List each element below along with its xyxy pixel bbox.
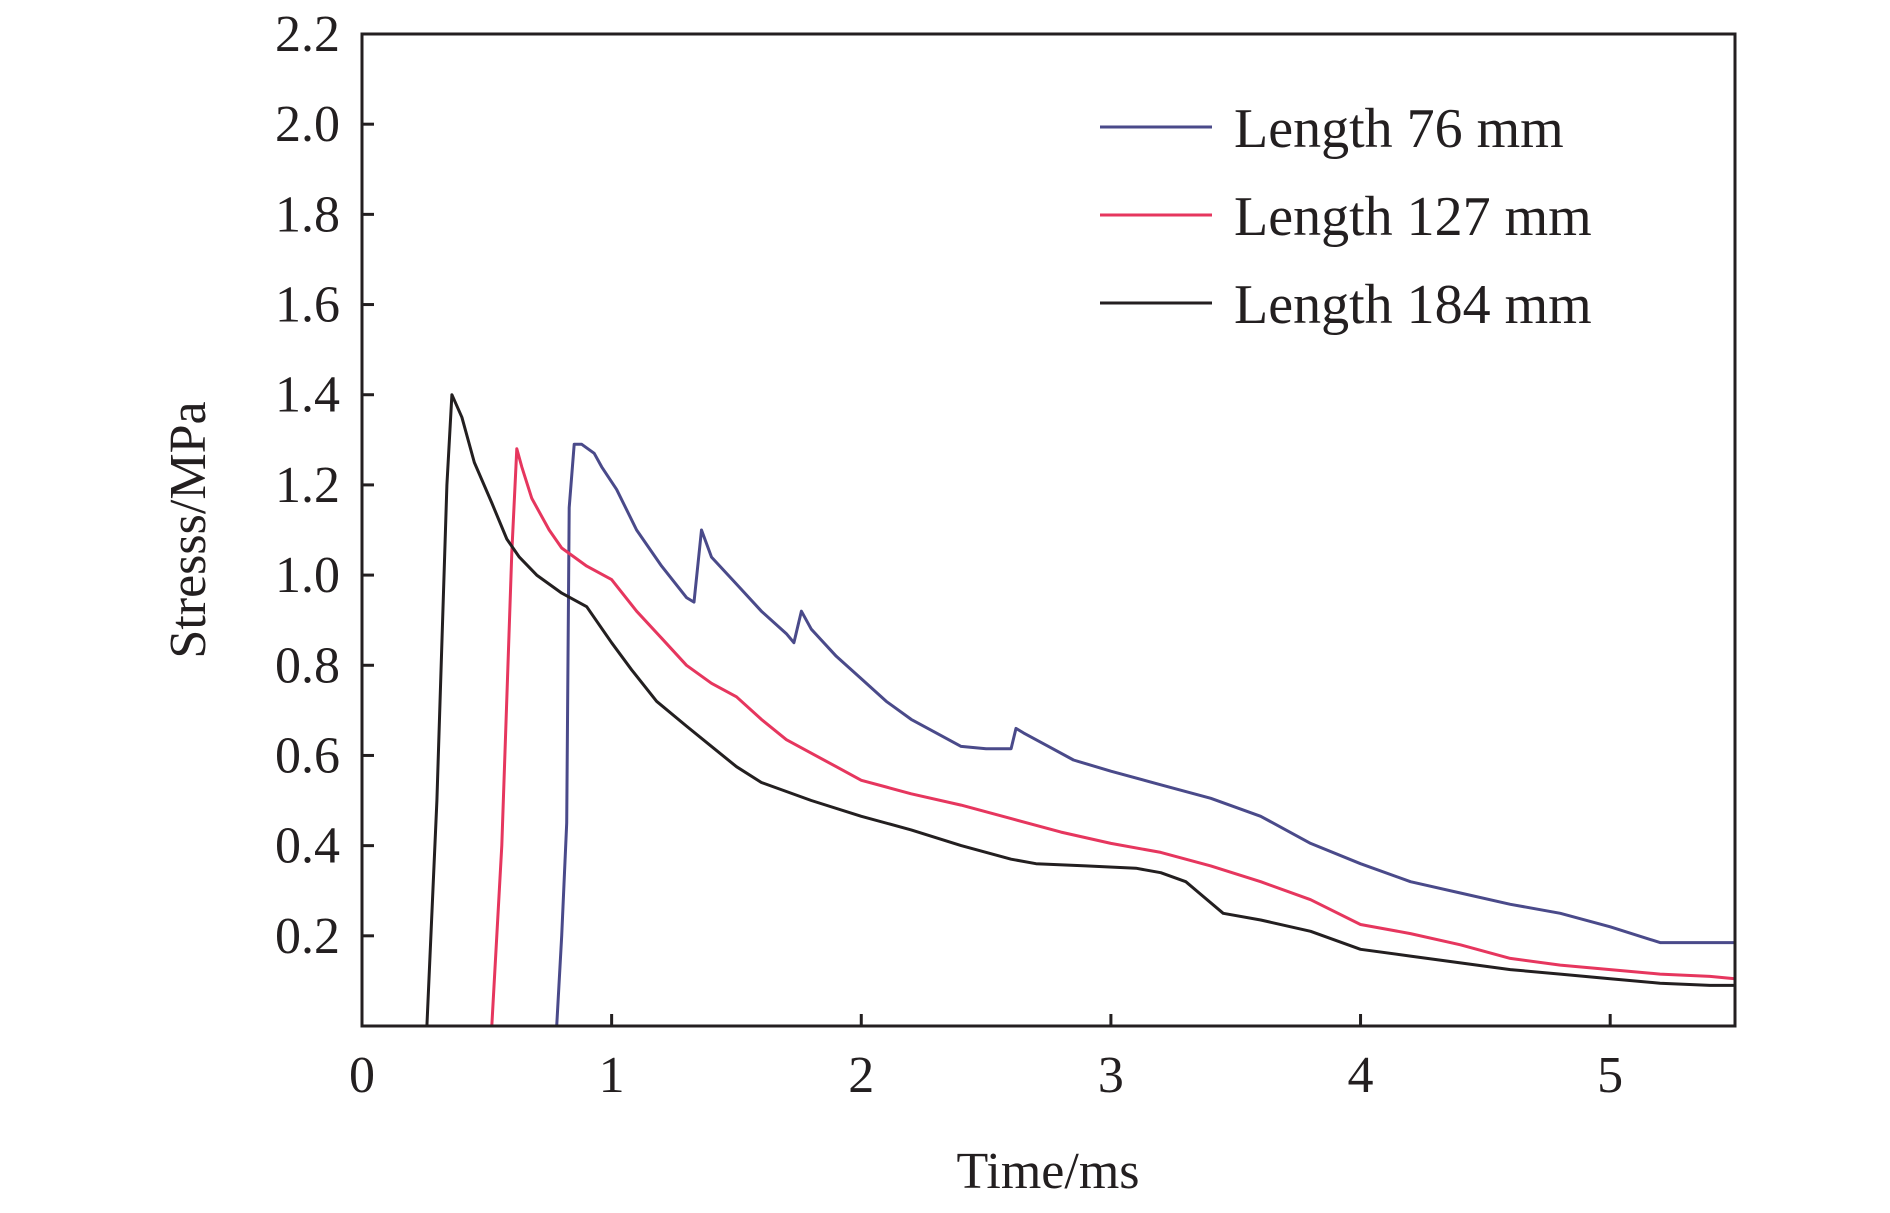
y-tick-label: 0.2 — [275, 908, 340, 965]
x-tick-label: 5 — [1597, 1047, 1623, 1104]
legend: Length 76 mm Length 127 mm Length 184 mm — [1100, 98, 1592, 336]
x-axis: 0 1 2 3 4 5 — [349, 1014, 1623, 1104]
x-tick-label: 3 — [1098, 1047, 1124, 1104]
y-tick-label: 2.0 — [275, 96, 340, 153]
x-tick-label: 1 — [599, 1047, 625, 1104]
y-tick-label: 1.2 — [275, 457, 340, 514]
y-axis-title: Stresss/MPa — [160, 401, 217, 658]
x-axis-title: Time/ms — [956, 1143, 1139, 1200]
series-lines — [425, 393, 1736, 1027]
y-axis: 0.2 0.4 0.6 0.8 1.0 1.2 1.4 1.6 1.8 2.0 2.2 — [275, 6, 374, 965]
x-tick-label: 0 — [349, 1047, 375, 1104]
y-tick-label: 0.8 — [275, 637, 340, 694]
y-tick-label: 0.6 — [275, 727, 340, 784]
y-tick-label: 1.4 — [275, 367, 340, 424]
y-tick-label: 1.6 — [275, 277, 340, 334]
y-tick-label: 0.4 — [275, 818, 340, 875]
y-tick-label: 2.2 — [275, 6, 340, 63]
legend-label: Length 76 mm — [1234, 98, 1564, 160]
legend-label: Length 127 mm — [1234, 186, 1592, 248]
y-tick-label: 1.0 — [275, 547, 340, 604]
series-line-3 — [425, 393, 1735, 1027]
series-line-2 — [490, 447, 1736, 1027]
x-tick-label: 4 — [1348, 1047, 1374, 1104]
series-line-1 — [555, 442, 1735, 1027]
legend-label: Length 184 mm — [1234, 274, 1592, 336]
y-tick-label: 1.8 — [275, 186, 340, 243]
plot-frame — [360, 32, 1737, 1028]
x-tick-label: 2 — [848, 1047, 874, 1104]
